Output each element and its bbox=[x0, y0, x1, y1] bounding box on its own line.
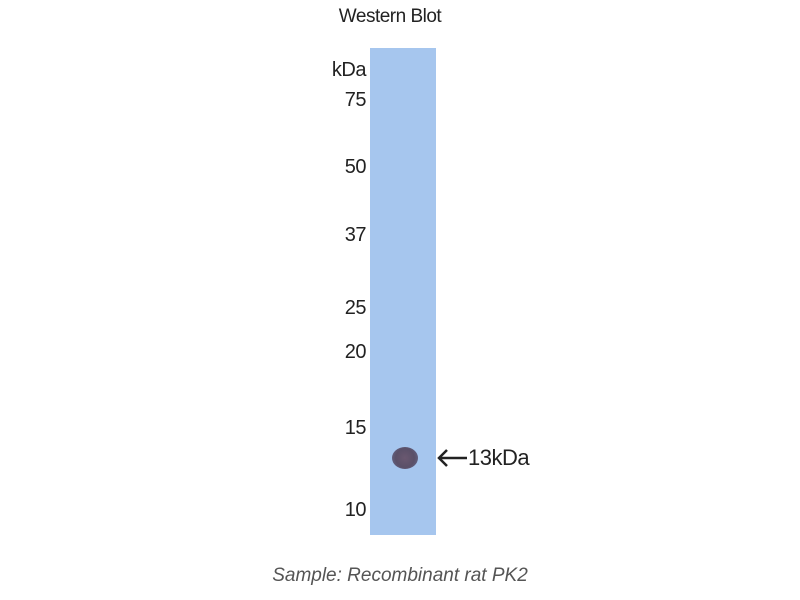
protein-band bbox=[392, 447, 418, 469]
figure-title: Western Blot bbox=[338, 6, 442, 27]
unit-label: kDa bbox=[331, 59, 367, 81]
marker-75: 75 bbox=[344, 89, 367, 111]
arrow-left-icon bbox=[437, 449, 467, 467]
sample-caption: Sample: Recombinant rat PK2 bbox=[272, 565, 528, 586]
marker-37: 37 bbox=[344, 224, 367, 246]
marker-50: 50 bbox=[344, 156, 367, 178]
marker-25: 25 bbox=[344, 297, 367, 319]
band-size-label: 13kDa bbox=[468, 445, 530, 470]
marker-10: 10 bbox=[344, 499, 367, 521]
marker-15: 15 bbox=[344, 417, 367, 439]
marker-20: 20 bbox=[344, 341, 367, 363]
